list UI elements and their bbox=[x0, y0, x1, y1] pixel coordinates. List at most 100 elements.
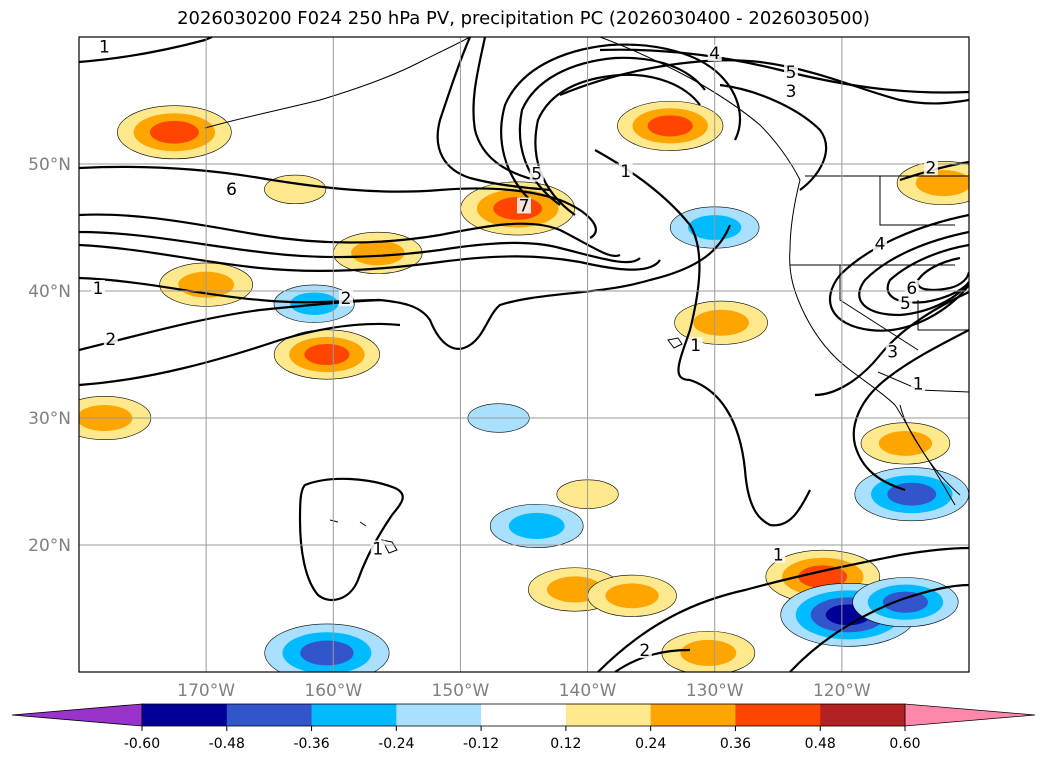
pv-label-bg bbox=[370, 540, 385, 557]
pv-label-bg bbox=[904, 280, 919, 296]
pv-contour-tropical-3 bbox=[789, 583, 969, 672]
pv-label-bg bbox=[707, 45, 722, 62]
precip-area bbox=[798, 565, 848, 589]
pv-contour-3 bbox=[79, 243, 661, 272]
lat-tick-label: 30°N bbox=[28, 409, 71, 429]
pv-label-bg bbox=[339, 290, 353, 307]
pv-label-bg bbox=[898, 295, 913, 312]
precip-area bbox=[304, 343, 350, 366]
pv-vortex-inner bbox=[916, 256, 969, 291]
colorbar-segment bbox=[226, 704, 313, 726]
pv-vortex-2 bbox=[858, 230, 969, 317]
colorbar-tick-label: -0.24 bbox=[378, 736, 414, 752]
colorbar-segment bbox=[142, 704, 228, 726]
pv-contour-label: 1 bbox=[93, 279, 104, 299]
pv-contour-label: 6 bbox=[906, 279, 917, 299]
pv-contour-label: 1 bbox=[372, 539, 383, 559]
pv-contour-east-2 bbox=[899, 160, 969, 182]
colorbar-outline bbox=[141, 703, 906, 727]
gridlines bbox=[79, 37, 969, 672]
colorbar-tick-label: 0.24 bbox=[635, 736, 666, 752]
pv-contour-label: 3 bbox=[887, 343, 898, 363]
colorbar-tick-label: -0.12 bbox=[463, 736, 499, 752]
pv-label-bg bbox=[911, 375, 926, 392]
pv-contour-label: 2 bbox=[639, 641, 650, 661]
pv-contour-label: 6 bbox=[226, 180, 237, 200]
pv-label-bg bbox=[97, 38, 112, 55]
pv-contour-label: 2 bbox=[105, 330, 116, 350]
colorbar-tick-label: 0.60 bbox=[889, 736, 920, 752]
colorbar-segment bbox=[481, 704, 567, 726]
lon-tick-label: 170°W bbox=[177, 681, 235, 701]
coastlines bbox=[204, 37, 969, 554]
precip-area bbox=[149, 120, 199, 144]
pv-contour-label: 2 bbox=[341, 289, 352, 309]
colorbar-tick-label: 0.48 bbox=[805, 736, 836, 752]
colorbar-tick-label: -0.36 bbox=[293, 736, 329, 752]
hawaii-islands bbox=[329, 519, 398, 554]
pv-contour-label: 4 bbox=[875, 235, 886, 255]
colorbar-segment bbox=[311, 704, 397, 726]
coastline-baja bbox=[899, 404, 956, 506]
lat-tick-label: 20°N bbox=[28, 536, 71, 556]
pv-contour-4 bbox=[79, 230, 641, 264]
lon-tick-label: 140°W bbox=[559, 681, 617, 701]
pv-contour-east-3 bbox=[814, 291, 969, 397]
colorbar-segment bbox=[396, 704, 482, 726]
pv-label-bg bbox=[637, 641, 652, 658]
pv-contour-north-3 bbox=[719, 83, 828, 191]
pv-label-bg bbox=[618, 163, 633, 180]
colorbar-segment bbox=[735, 704, 821, 726]
pv-contour-label: 2 bbox=[925, 158, 936, 178]
colorbar-tick-label: 0.12 bbox=[550, 736, 581, 752]
coastline-alaska bbox=[204, 37, 471, 129]
pv-contour-2 bbox=[79, 224, 732, 350]
pv-label-bg bbox=[771, 546, 786, 563]
precip-area bbox=[915, 170, 969, 197]
pv-contour-label: 1 bbox=[99, 38, 110, 58]
pv-contour-label: 1 bbox=[913, 374, 924, 394]
pv-vortex-outer bbox=[829, 213, 969, 332]
pv-label-bg bbox=[784, 64, 798, 81]
coastline-alaska-panhandle bbox=[599, 37, 801, 181]
pv-label-bg bbox=[688, 337, 703, 354]
precip-area bbox=[878, 430, 933, 456]
longitude-labels: 170°W 160°W 150°W 140°W 130°W 120°W bbox=[177, 681, 871, 701]
pv-label-bg bbox=[784, 83, 798, 100]
precip-area bbox=[647, 115, 693, 137]
border-state-4 bbox=[917, 300, 969, 331]
colorbar-tick-label: -0.60 bbox=[124, 736, 160, 752]
precipitation-layer bbox=[79, 100, 969, 672]
island-guadalupe bbox=[667, 337, 683, 349]
colorbar-segment bbox=[820, 704, 906, 726]
pv-contour-label: 5 bbox=[900, 294, 911, 314]
pv-contour-label: 3 bbox=[786, 82, 797, 102]
pv-label-bg bbox=[529, 165, 544, 182]
pv-label-bg bbox=[517, 197, 531, 214]
precip-area bbox=[508, 512, 565, 539]
pv-contour-north-5 bbox=[599, 48, 969, 94]
pv-contour-1-east bbox=[594, 149, 811, 527]
lat-tick-label: 50°N bbox=[28, 155, 71, 175]
pv-label-bg bbox=[224, 180, 239, 197]
pv-contours bbox=[79, 37, 969, 672]
colorbar-segment bbox=[650, 704, 736, 726]
pv-contour-label: 1 bbox=[773, 546, 784, 566]
pv-contour-1-south bbox=[79, 322, 401, 387]
pv-label-bg bbox=[91, 280, 106, 296]
colorbar-tick-label: -0.48 bbox=[209, 736, 245, 752]
precip-area bbox=[351, 240, 405, 266]
pv-contour-6 bbox=[79, 165, 597, 239]
precip-area bbox=[693, 309, 749, 336]
pv-contour-east-1 bbox=[852, 329, 969, 492]
pv-contour-tropical-1 bbox=[597, 546, 969, 672]
chart-title: 2026030200 F024 250 hPa PV, precipitatio… bbox=[177, 8, 870, 29]
precip-area bbox=[290, 292, 339, 315]
pv-contour-tropical-2 bbox=[614, 648, 691, 672]
precip-area bbox=[882, 591, 929, 613]
pv-contour-5 bbox=[79, 213, 621, 258]
pv-contour-label: 5 bbox=[786, 63, 797, 83]
pv-contour-north-4 bbox=[559, 59, 969, 105]
colorbar-extend-low bbox=[11, 703, 143, 727]
